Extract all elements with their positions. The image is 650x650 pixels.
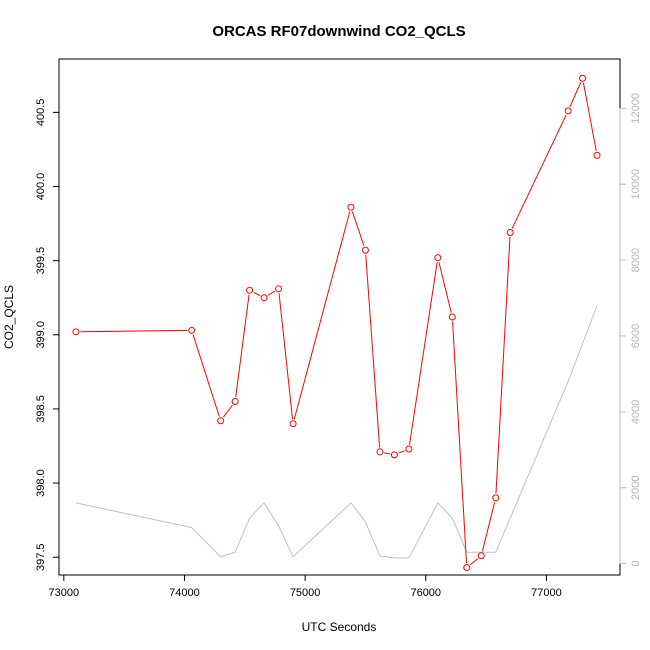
red-series-point	[217, 417, 225, 425]
red-series-segment	[192, 334, 220, 417]
red-series-segment	[351, 211, 365, 247]
red-series-point	[477, 552, 485, 560]
red-series-segment	[398, 450, 405, 454]
red-series-segment	[235, 294, 250, 398]
red-series-point	[463, 564, 471, 572]
red-series-segment	[222, 404, 233, 418]
red-series-segment	[452, 321, 468, 564]
x-axis-title: UTC Seconds	[302, 620, 377, 634]
red-series-segment	[253, 291, 261, 297]
y-axis-right: 0 2000 4000 6000 8000 10000 12000	[619, 93, 642, 567]
y2-tick-label: 4000	[630, 400, 642, 424]
red-series-point	[376, 448, 384, 456]
red-series-point	[231, 398, 239, 406]
x-axis: 73000 74000 75000 76000 77000	[49, 574, 562, 599]
red-series-point	[347, 203, 355, 211]
plot-frame	[58, 58, 621, 576]
y2-tick-label: 10000	[630, 169, 642, 200]
y2-tick-label: 8000	[630, 248, 642, 272]
red-series-segment	[438, 261, 452, 313]
red-series-point	[390, 451, 398, 459]
red-series-segment	[481, 502, 496, 552]
red-series-segment	[365, 254, 381, 448]
red-series-point	[246, 286, 254, 294]
x-tick-label: 73000	[49, 587, 80, 599]
y-tick-label: 398.0	[35, 469, 47, 497]
x-tick-label: 75000	[290, 587, 321, 599]
red-series-point	[405, 445, 413, 453]
chart-title: ORCAS RF07downwind CO2_QCLS	[212, 23, 465, 40]
y-tick-label: 399.0	[35, 321, 47, 349]
red-series-point	[506, 228, 514, 236]
y-tick-label: 400.5	[35, 99, 47, 127]
y-tick-label: 399.5	[35, 247, 47, 275]
y-axis-title: CO2_QCLS	[2, 285, 16, 349]
red-series-point	[361, 246, 369, 254]
red-series-point	[564, 107, 572, 115]
red-series-point	[492, 494, 500, 502]
red-series-point	[289, 420, 297, 428]
red-series-segment	[569, 82, 582, 107]
red-series-segment	[267, 290, 276, 296]
red-series-segment	[495, 236, 511, 494]
red-series-segment	[384, 452, 391, 455]
x-tick-label: 76000	[410, 587, 441, 599]
red-series-point	[188, 326, 196, 334]
red-series-point	[434, 254, 442, 262]
y2-tick-label: 0	[630, 561, 642, 567]
y-tick-label: 398.5	[35, 395, 47, 423]
red-series-segment	[80, 329, 188, 333]
x-tick-label: 77000	[531, 587, 562, 599]
y-tick-label: 400.0	[35, 173, 47, 201]
red-series-segment	[278, 293, 294, 420]
x-tick-label: 74000	[169, 587, 200, 599]
red-series-point	[260, 294, 268, 302]
y2-tick-label: 2000	[630, 475, 642, 499]
red-series-point	[275, 285, 283, 293]
y2-tick-label: 12000	[630, 93, 642, 124]
red-series	[72, 74, 601, 572]
red-series-segment	[293, 211, 351, 420]
red-series-segment	[582, 82, 597, 152]
red-series-segment	[469, 558, 479, 566]
y-tick-label: 397.5	[35, 543, 47, 571]
y-axis-left: 397.5 398.0 398.5 399.0 399.5 400.0 400.5	[35, 99, 60, 571]
red-series-point	[72, 328, 80, 336]
red-series-point	[593, 151, 601, 159]
y2-tick-label: 6000	[630, 324, 642, 348]
red-series-segment	[409, 262, 438, 445]
red-series-point	[579, 74, 587, 82]
grey-series	[75, 305, 598, 559]
red-series-point	[448, 313, 456, 321]
red-series-segment	[511, 114, 567, 229]
grey-series-line	[75, 305, 598, 559]
